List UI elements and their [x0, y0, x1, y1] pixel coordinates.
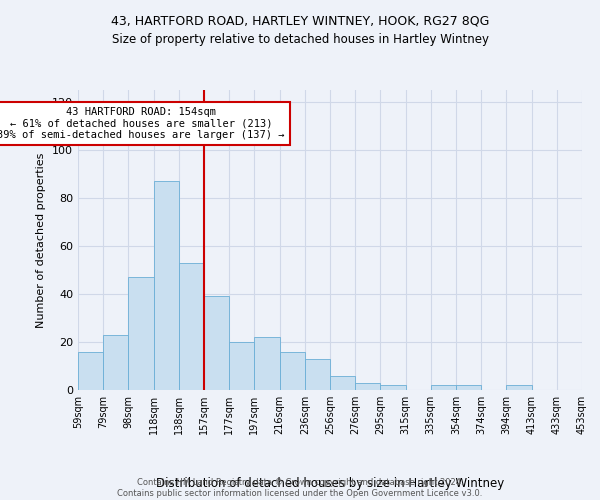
- Text: Distribution of detached houses by size in Hartley Wintney: Distribution of detached houses by size …: [156, 477, 504, 490]
- Bar: [355, 383, 380, 390]
- Bar: [154, 181, 179, 390]
- Bar: [506, 385, 532, 390]
- Bar: [229, 342, 254, 390]
- Bar: [431, 385, 456, 390]
- Bar: [128, 277, 154, 390]
- Text: Contains HM Land Registry data © Crown copyright and database right 2024.
Contai: Contains HM Land Registry data © Crown c…: [118, 478, 482, 498]
- Bar: [78, 352, 103, 390]
- Bar: [204, 296, 229, 390]
- Bar: [280, 352, 305, 390]
- Bar: [179, 263, 204, 390]
- Bar: [103, 335, 128, 390]
- Bar: [254, 337, 280, 390]
- Text: 43 HARTFORD ROAD: 154sqm
← 61% of detached houses are smaller (213)
39% of semi-: 43 HARTFORD ROAD: 154sqm ← 61% of detach…: [0, 107, 285, 140]
- Text: 43, HARTFORD ROAD, HARTLEY WINTNEY, HOOK, RG27 8QG: 43, HARTFORD ROAD, HARTLEY WINTNEY, HOOK…: [111, 15, 489, 28]
- Bar: [380, 385, 406, 390]
- Text: Size of property relative to detached houses in Hartley Wintney: Size of property relative to detached ho…: [112, 32, 488, 46]
- Y-axis label: Number of detached properties: Number of detached properties: [37, 152, 46, 328]
- Bar: [456, 385, 481, 390]
- Bar: [305, 359, 330, 390]
- Bar: [330, 376, 355, 390]
